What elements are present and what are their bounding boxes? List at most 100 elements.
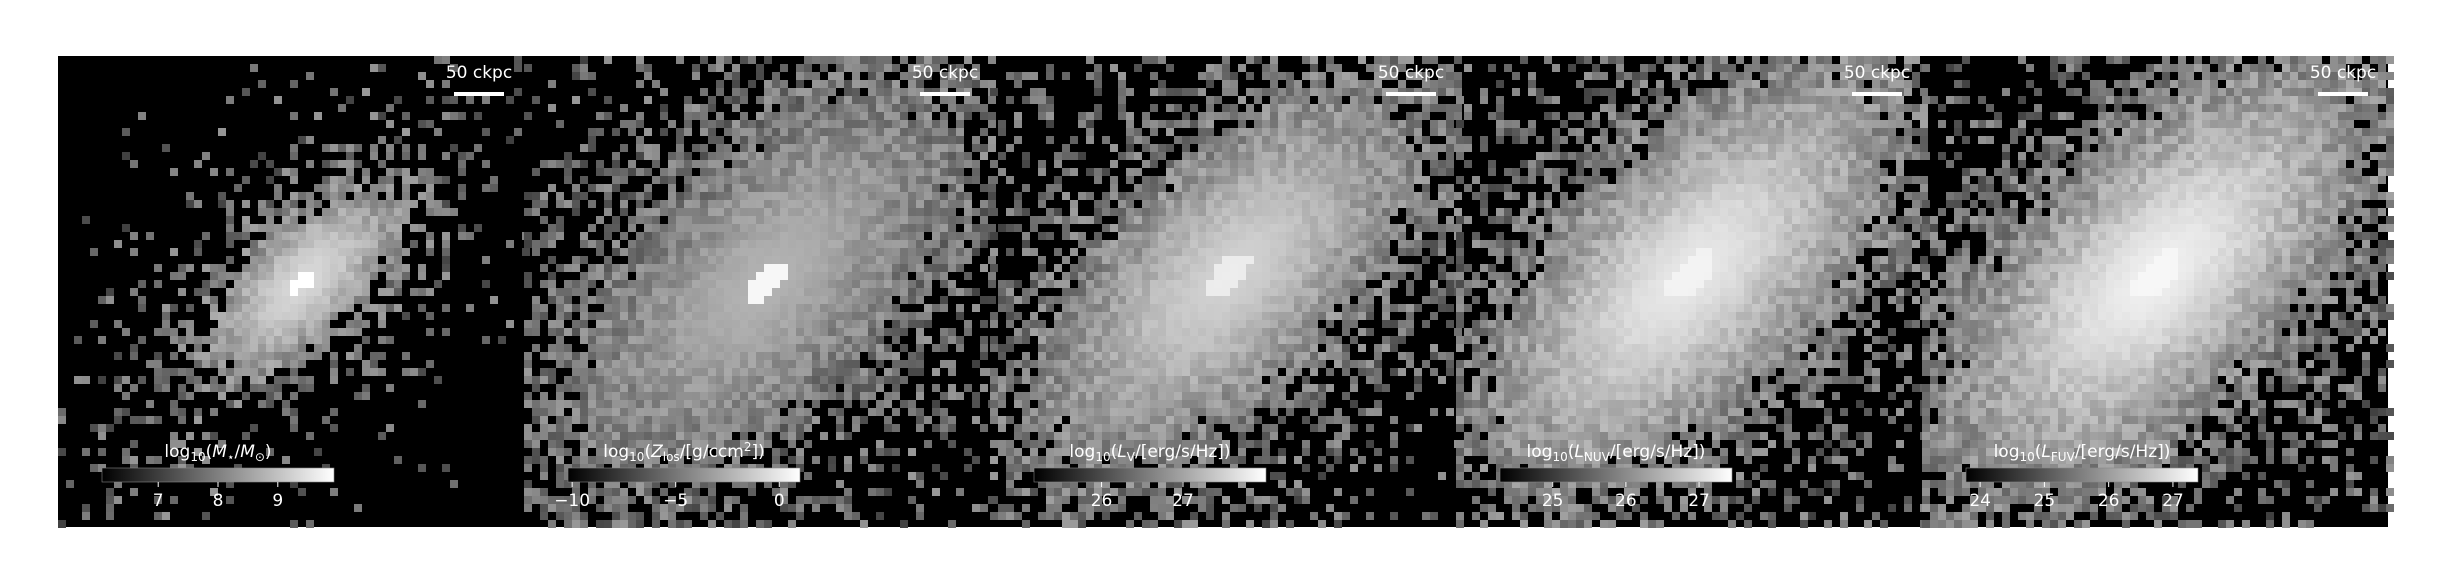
- map-pixel: [812, 384, 820, 392]
- map-pixel: [812, 96, 820, 104]
- map-pixel: [580, 192, 588, 200]
- map-pixel: [820, 232, 828, 240]
- map-pixel: [788, 136, 796, 144]
- map-pixel: [354, 216, 362, 224]
- map-pixel: [900, 256, 908, 264]
- map-pixel: [788, 96, 796, 104]
- map-pixel: [532, 192, 540, 200]
- map-pixel: [708, 216, 716, 224]
- map-pixel: [1094, 208, 1102, 216]
- map-pixel: [1318, 360, 1326, 368]
- map-pixel: [1334, 88, 1342, 96]
- map-pixel: [700, 208, 708, 216]
- map-pixel: [1174, 192, 1182, 200]
- map-pixel: [772, 72, 780, 80]
- map-pixel: [684, 408, 692, 416]
- map-pixel: [604, 272, 612, 280]
- map-pixel: [580, 288, 588, 296]
- map-pixel: [836, 304, 844, 312]
- map-pixel: [836, 224, 844, 232]
- map-pixel: [226, 336, 234, 344]
- map-pixel: [796, 120, 804, 128]
- map-pixel: [1142, 224, 1150, 232]
- map-pixel: [588, 264, 596, 272]
- map-pixel: [972, 176, 980, 184]
- map-pixel: [250, 264, 258, 272]
- map-pixel: [524, 240, 532, 248]
- map-pixel: [378, 352, 386, 360]
- map-pixel: [612, 248, 620, 256]
- map-pixel: [884, 64, 892, 72]
- map-pixel: [788, 336, 796, 344]
- map-pixel: [370, 360, 378, 368]
- map-pixel: [1334, 352, 1342, 360]
- map-pixel: [884, 136, 892, 144]
- map-pixel: [1430, 200, 1438, 208]
- map-pixel: [1110, 344, 1118, 352]
- map-pixel: [1438, 264, 1446, 272]
- map-pixel: [1182, 352, 1190, 360]
- map-pixel: [572, 352, 580, 360]
- map-pixel: [908, 288, 916, 296]
- map-pixel: [338, 240, 346, 248]
- map-pixel: [756, 248, 764, 256]
- map-pixel: [820, 152, 828, 160]
- map-pixel: [1286, 200, 1294, 208]
- map-pixel: [1294, 200, 1302, 208]
- map-pixel: [1446, 304, 1454, 312]
- map-pixel: [708, 408, 716, 416]
- map-pixel: [900, 216, 908, 224]
- map-pixel: [836, 72, 844, 80]
- map-pixel: [1446, 192, 1454, 200]
- map-pixel: [1222, 248, 1230, 256]
- map-pixel: [146, 456, 154, 464]
- map-pixel: [178, 344, 186, 352]
- map-pixel: [684, 496, 692, 504]
- map-pixel: [242, 176, 250, 184]
- map-pixel: [1430, 312, 1438, 320]
- map-pixel: [972, 160, 980, 168]
- map-pixel: [844, 112, 852, 120]
- map-pixel: [1118, 352, 1126, 360]
- map-pixel: [588, 280, 596, 288]
- map-pixel: [884, 264, 892, 272]
- map-pixel: [652, 368, 660, 376]
- map-pixel: [458, 232, 466, 240]
- label-part: M: [212, 442, 227, 462]
- map-pixel: [932, 344, 940, 352]
- map-pixel: [628, 160, 636, 168]
- map-pixel: [660, 304, 668, 312]
- map-pixel: [298, 296, 306, 304]
- map-pixel: [668, 184, 676, 192]
- map-pixel: [764, 392, 772, 400]
- map-pixel: [1158, 344, 1166, 352]
- map-pixel: [700, 256, 708, 264]
- map-pixel: [1118, 96, 1126, 104]
- map-pixel: [1398, 336, 1406, 344]
- map-pixel: [1086, 264, 1094, 272]
- map-pixel: [684, 232, 692, 240]
- map-pixel: [290, 200, 298, 208]
- map-pixel: [588, 144, 596, 152]
- map-pixel: [740, 224, 748, 232]
- map-pixel: [466, 152, 474, 160]
- map-pixel: [1446, 200, 1454, 208]
- map-pixel: [258, 312, 266, 320]
- map-pixel: [604, 448, 612, 456]
- map-pixel: [876, 200, 884, 208]
- map-pixel: [892, 256, 900, 264]
- map-pixel: [1334, 120, 1342, 128]
- map-pixel: [1046, 344, 1054, 352]
- map-pixel: [812, 120, 820, 128]
- map-pixel: [924, 440, 932, 448]
- map-pixel: [860, 192, 868, 200]
- map-pixel: [1406, 144, 1414, 152]
- map-pixel: [748, 192, 756, 200]
- map-pixel: [620, 488, 628, 496]
- map-pixel: [756, 408, 764, 416]
- map-pixel: [1286, 208, 1294, 216]
- map-pixel: [170, 168, 178, 176]
- map-pixel: [314, 272, 322, 280]
- map-pixel: [1302, 248, 1310, 256]
